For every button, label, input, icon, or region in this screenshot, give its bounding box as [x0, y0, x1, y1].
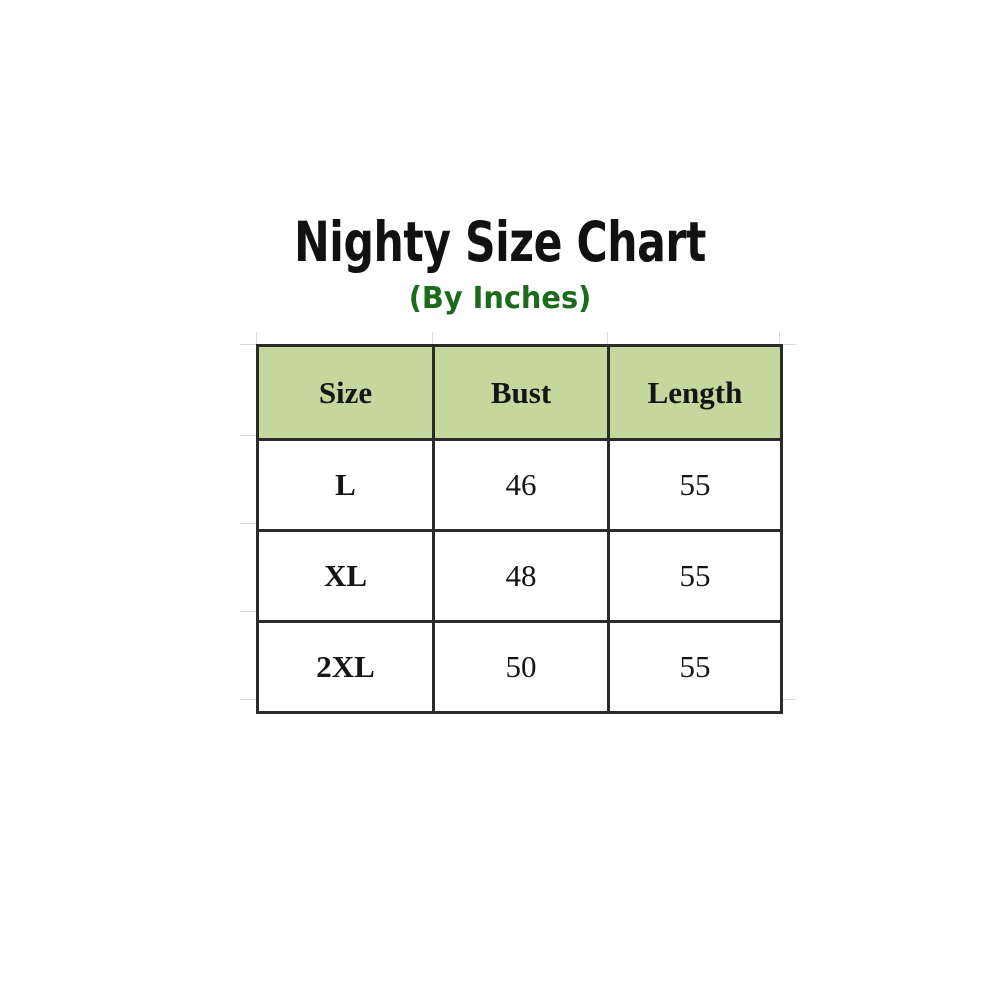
gridline-stub-right-top — [774, 344, 796, 345]
size-chart-table: Size Bust Length L 46 55 XL 48 55 2XL — [256, 344, 783, 714]
table-row: XL 48 55 — [256, 529, 783, 623]
cell-size: XL — [256, 529, 435, 623]
title-block: Nighty Size Chart (By Inches) — [0, 212, 1000, 316]
gridline-stub-left-row2 — [240, 611, 262, 612]
column-header-length: Length — [607, 344, 783, 441]
gridline-stub-top-left — [256, 332, 257, 346]
page-title: Nighty Size Chart — [294, 210, 706, 274]
page-subtitle-units: (By Inches) — [408, 281, 592, 316]
column-header-bust: Bust — [432, 344, 610, 441]
table-row: L 46 55 — [256, 438, 783, 532]
column-header-size: Size — [256, 344, 435, 441]
gridline-stub-bottom-left — [256, 700, 257, 714]
gridline-stub-left-header — [240, 435, 262, 436]
gridline-stub-right-bottom — [774, 699, 796, 700]
size-chart-table-wrapper: Size Bust Length L 46 55 XL 48 55 2XL — [240, 332, 796, 714]
gridline-stub-left-bottom — [240, 699, 262, 700]
table-header: Size Bust Length — [256, 344, 783, 441]
gridline-stub-left-top — [240, 344, 262, 345]
cell-bust: 50 — [432, 620, 610, 714]
cell-size: L — [256, 438, 435, 532]
gridline-stub-top-col1 — [432, 332, 433, 346]
cell-bust: 46 — [432, 438, 610, 532]
cell-length: 55 — [607, 438, 783, 532]
cell-length: 55 — [607, 529, 783, 623]
gridline-stub-left-row1 — [240, 523, 262, 524]
cell-size: 2XL — [256, 620, 435, 714]
cell-bust: 48 — [432, 529, 610, 623]
gridline-stub-top-col2 — [607, 332, 608, 346]
cell-length: 55 — [607, 620, 783, 714]
table-row: 2XL 50 55 — [256, 620, 783, 714]
gridline-stub-top-right — [779, 332, 780, 346]
table-body: L 46 55 XL 48 55 2XL 50 55 — [256, 438, 783, 714]
table-header-row: Size Bust Length — [256, 344, 783, 441]
